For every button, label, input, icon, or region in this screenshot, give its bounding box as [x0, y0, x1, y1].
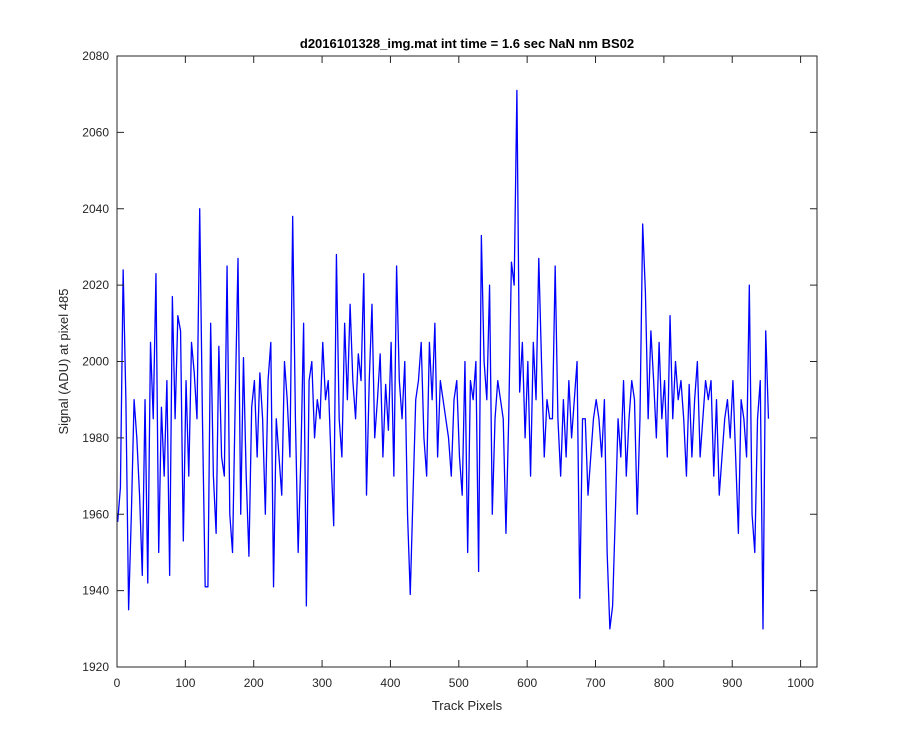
chart-title: d2016101328_img.mat int time = 1.6 sec N… [300, 36, 634, 51]
y-tick-label: 2040 [82, 202, 109, 216]
x-tick-label: 700 [586, 676, 606, 690]
y-axis-label: Signal (ADU) at pixel 485 [56, 289, 71, 435]
x-tick-label: 800 [654, 676, 674, 690]
x-tick-label: 300 [312, 676, 332, 690]
x-tick-label: 900 [722, 676, 742, 690]
x-tick-label: 500 [449, 676, 469, 690]
x-tick-label: 100 [175, 676, 195, 690]
y-tick-label: 1980 [82, 431, 109, 445]
x-tick-label: 200 [244, 676, 264, 690]
series-line-1 [117, 89, 770, 630]
x-tick-label: 400 [380, 676, 400, 690]
plot-area [117, 56, 817, 667]
y-tick-label: 2000 [82, 355, 109, 369]
y-tick-label: 1940 [82, 584, 109, 598]
x-tick-label: 0 [114, 676, 121, 690]
y-tick-label: 2080 [82, 49, 109, 63]
x-axis-label: Track Pixels [432, 698, 503, 713]
x-tick-label: 1000 [787, 676, 814, 690]
y-tick-label: 2020 [82, 278, 109, 292]
x-tick-label: 600 [517, 676, 537, 690]
y-tick-label: 2060 [82, 125, 109, 139]
y-tick-label: 1960 [82, 507, 109, 521]
y-tick-label: 1920 [82, 660, 109, 674]
axes-box [116, 55, 818, 668]
